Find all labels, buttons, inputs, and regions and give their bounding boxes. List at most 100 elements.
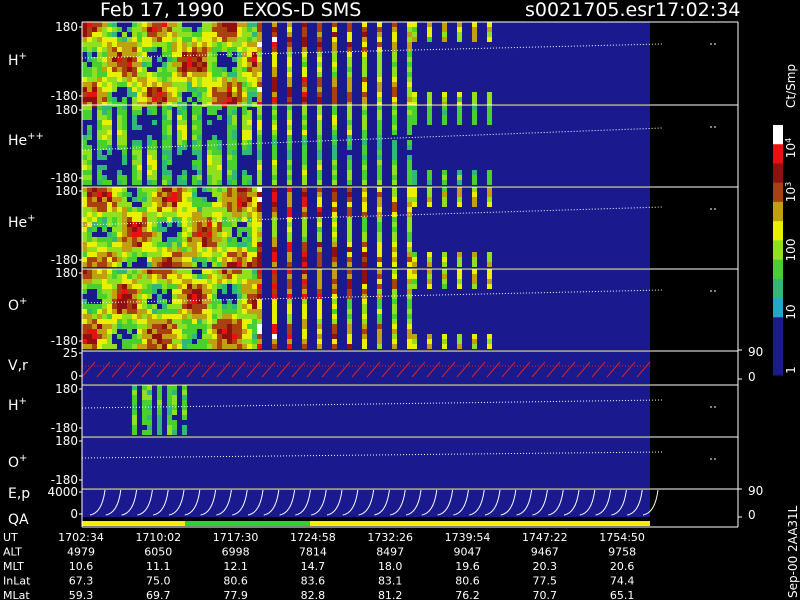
- spectrogram-cell: [132, 140, 137, 145]
- spectrogram-cell: [102, 165, 107, 170]
- spectrogram-cell: [187, 82, 192, 87]
- spectrogram-cell: [82, 72, 87, 77]
- spectrogram-cell: [177, 202, 182, 207]
- spectrogram-cell: [107, 314, 112, 319]
- spectrogram-cell: [157, 32, 162, 37]
- spectrogram-cell: [302, 334, 307, 339]
- spectrogram-cell: [152, 140, 157, 145]
- spectrogram-cell: [242, 175, 247, 180]
- colorbar-segment: [773, 278, 783, 299]
- spectrogram-cell: [137, 175, 142, 180]
- spectrogram-cell: [107, 252, 112, 257]
- spectrogram-cell: [232, 92, 237, 97]
- spectrogram-cell: [197, 227, 202, 232]
- spectrogram-cell: [222, 202, 227, 207]
- spectrogram-cell: [122, 284, 127, 289]
- spectrogram-cell: [272, 274, 277, 279]
- spectrogram-cell: [472, 180, 477, 185]
- spectrogram-cell: [377, 314, 382, 319]
- spectrogram-cell: [227, 252, 232, 257]
- spectrogram-cell: [392, 344, 397, 349]
- spectrogram-cell: [247, 274, 252, 279]
- spectrogram-cell: [487, 262, 492, 267]
- spectrogram-cell: [247, 269, 252, 274]
- spectrogram-cell: [182, 120, 187, 125]
- spectrogram-cell: [362, 47, 367, 52]
- spectrogram-cell: [117, 324, 122, 329]
- spectrogram-cell: [172, 334, 177, 339]
- spectrogram-cell: [232, 197, 237, 202]
- spectrogram-cell: [252, 77, 257, 82]
- footer-value: 8497: [376, 546, 404, 559]
- footer-value: 10.6: [69, 560, 94, 573]
- spectrogram-cell: [87, 242, 92, 247]
- spectrogram-cell: [287, 192, 292, 197]
- spectrogram-cell: [107, 309, 112, 314]
- spectrogram-cell: [242, 47, 247, 52]
- spectrogram-cell: [212, 339, 217, 344]
- spectrogram-cell: [227, 324, 232, 329]
- spectrogram-cell: [157, 97, 162, 102]
- spectrogram-cell: [317, 72, 322, 77]
- spectrogram-cell: [147, 145, 152, 150]
- spectrogram-cell: [112, 242, 117, 247]
- spectrogram-cell: [362, 192, 367, 197]
- spectrogram-cell: [362, 92, 367, 97]
- colorbar-label: 1: [784, 366, 798, 374]
- spectrogram-cell: [107, 130, 112, 135]
- spectrogram-cell: [132, 42, 137, 47]
- spectrogram-cell: [457, 344, 462, 349]
- spectrogram-cell: [112, 324, 117, 329]
- spectrogram-cell: [177, 324, 182, 329]
- spectrogram-cell: [207, 247, 212, 252]
- spectrogram-cell: [217, 274, 222, 279]
- spectrogram-cell: [217, 92, 222, 97]
- spectrogram-cell: [92, 22, 97, 27]
- spectrogram-cell: [207, 309, 212, 314]
- spectrogram-cell: [247, 309, 252, 314]
- spectrogram-cell: [442, 339, 447, 344]
- spectrogram-cell: [187, 284, 192, 289]
- spectrogram-cell: [332, 207, 337, 212]
- spectrogram-cell: [172, 405, 177, 410]
- spectrogram-cell: [122, 217, 127, 222]
- spectrogram-cell: [192, 57, 197, 62]
- spectrogram-cell: [332, 115, 337, 120]
- spectrogram-cell: [332, 289, 337, 294]
- spectrogram-cell: [117, 135, 122, 140]
- spectrogram-cell: [152, 37, 157, 42]
- spectrogram-cell: [442, 257, 447, 262]
- spectrogram-cell: [212, 110, 217, 115]
- spectrogram-cell: [202, 67, 207, 72]
- qa-label: QA: [8, 512, 29, 528]
- spectrogram-cell: [362, 82, 367, 87]
- spectrogram-cell: [182, 385, 187, 390]
- spectrogram-cell: [82, 160, 87, 165]
- spectrogram-cell: [87, 87, 92, 92]
- spectrogram-cell: [107, 150, 112, 155]
- spectrogram-cell: [147, 232, 152, 237]
- spectrogram-cell: [487, 170, 492, 175]
- spectrogram-cell: [407, 247, 412, 252]
- spectrogram-cell: [137, 197, 142, 202]
- spectrogram-cell: [472, 175, 477, 180]
- spectrogram-cell: [222, 187, 227, 192]
- spectrogram-cell: [97, 192, 102, 197]
- spectrogram-cell: [347, 232, 352, 237]
- spectrogram-cell: [257, 252, 262, 257]
- footer-row-label: InLat: [3, 575, 31, 588]
- spectrogram-cell: [272, 279, 277, 284]
- spectrogram-cell: [287, 42, 292, 47]
- spectrogram-cell: [442, 262, 447, 267]
- file-name: s0021705.esr: [525, 0, 655, 21]
- footer-value: 9047: [454, 546, 482, 559]
- spectrogram-cell: [117, 319, 122, 324]
- spectrogram-cell: [272, 237, 277, 242]
- spectrogram-cell: [272, 202, 277, 207]
- footer-row-label: UT: [3, 531, 18, 544]
- spectrogram-cell: [232, 160, 237, 165]
- spectrogram-cell: [147, 165, 152, 170]
- spectrogram-cell: [162, 22, 167, 27]
- spectrogram-cell: [92, 324, 97, 329]
- spectrogram-cell: [392, 334, 397, 339]
